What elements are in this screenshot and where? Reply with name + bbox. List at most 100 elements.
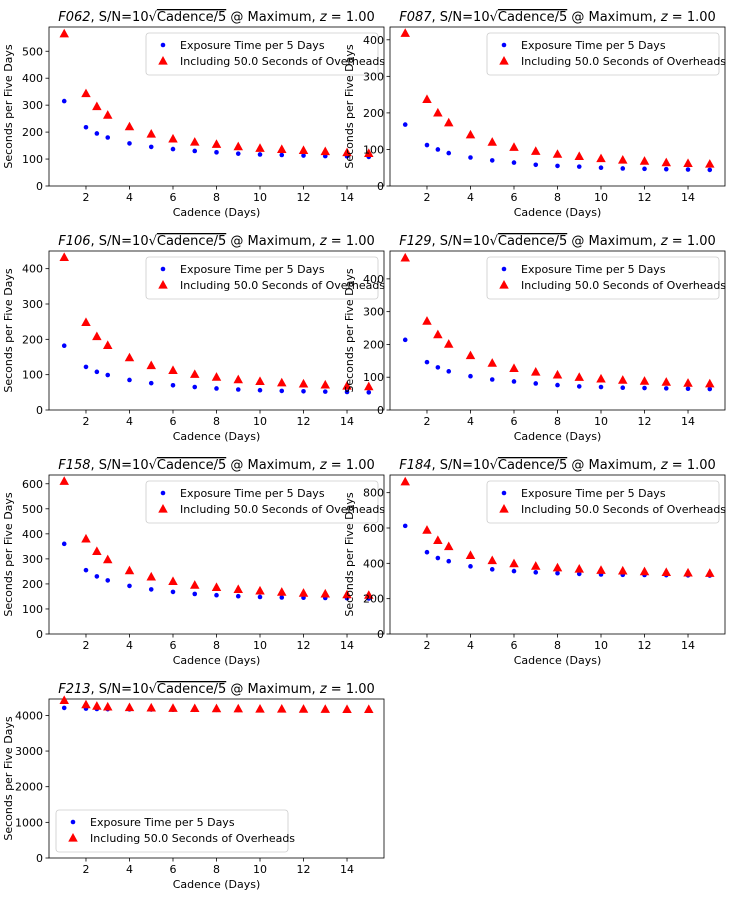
chart-panel-f129: F129, S/N=10√Cadence/5 @ Maximum, z = 1.… [343, 234, 726, 443]
legend: Exposure Time per 5 Days Including 50.0 S… [145, 32, 385, 76]
x-tick-label: 4 [467, 415, 474, 428]
x-tick-label: 2 [423, 415, 430, 428]
chart-title: F158, S/N=10√Cadence/5 @ Maximum, z = 1.… [58, 458, 375, 473]
data-point-exposure [598, 165, 604, 171]
x-tick-label: 10 [594, 639, 608, 652]
data-point-overheads [683, 567, 693, 577]
legend: Exposure Time per 5 Days Including 50.0 S… [55, 809, 295, 853]
data-point-overheads [342, 589, 352, 599]
data-point-exposure [402, 122, 408, 127]
legend-box [486, 256, 720, 300]
legend-box [145, 256, 379, 300]
data-point-exposure [707, 167, 713, 173]
series-with-overheads [59, 695, 374, 714]
data-point-overheads [433, 535, 443, 544]
data-point-overheads [255, 143, 265, 152]
data-point-overheads [168, 365, 178, 375]
data-point-overheads [255, 585, 265, 595]
data-point-overheads [189, 580, 200, 589]
data-point-overheads [443, 541, 454, 551]
data-point-overheads [443, 339, 454, 348]
data-point-overheads [298, 704, 309, 713]
x-tick-label: 8 [213, 415, 220, 428]
data-point-exposure [322, 389, 328, 394]
legend: Exposure Time per 5 Days Including 50.0 S… [145, 480, 385, 524]
y-tick-label: 4000 [15, 709, 43, 722]
y-tick-label: 0 [36, 180, 43, 193]
data-point-overheads [298, 378, 309, 388]
y-axis-label: Seconds per Five Days [343, 268, 356, 393]
series-exposure-time [61, 98, 372, 160]
data-point-overheads [342, 147, 352, 157]
data-point-overheads [255, 703, 265, 713]
data-point-exposure [105, 578, 111, 583]
x-tick-label: 14 [340, 863, 354, 876]
data-point-overheads [574, 563, 585, 573]
data-point-exposure [642, 385, 647, 391]
series-with-overheads [59, 252, 374, 391]
data-point-overheads [146, 360, 156, 370]
data-point-overheads [683, 158, 693, 167]
y-tick-label: 3000 [15, 745, 43, 758]
data-point-exposure [435, 365, 441, 370]
data-point-exposure [257, 387, 263, 393]
data-point-exposure [192, 384, 198, 390]
data-point-overheads [92, 701, 102, 710]
data-point-exposure [127, 141, 132, 146]
data-point-exposure [170, 382, 176, 388]
x-tick-label: 2 [82, 415, 89, 428]
data-point-overheads [59, 695, 69, 705]
x-axis-label: Cadence (Days) [173, 878, 261, 891]
data-point-exposure [235, 593, 241, 599]
data-point-overheads [465, 129, 476, 139]
data-point-overheads [298, 588, 309, 597]
data-point-overheads [92, 546, 102, 555]
legend-label: Exposure Time per 5 Days [521, 263, 666, 276]
data-point-overheads [639, 376, 650, 385]
y-tick-label: 800 [363, 487, 384, 500]
legend-label: Exposure Time per 5 Days [180, 487, 325, 500]
data-point-exposure [105, 372, 111, 378]
data-point-overheads [211, 372, 222, 381]
x-tick-label: 14 [681, 639, 695, 652]
data-point-exposure [707, 386, 713, 392]
y-tick-label: 100 [22, 153, 43, 166]
x-tick-label: 14 [340, 191, 354, 204]
x-tick-label: 4 [467, 639, 474, 652]
x-tick-label: 4 [126, 191, 133, 204]
data-point-exposure [214, 592, 219, 598]
y-axis-label: Seconds per Five Days [2, 44, 15, 169]
y-tick-label: 300 [22, 553, 43, 566]
x-tick-label: 6 [169, 191, 176, 204]
data-point-overheads [102, 554, 113, 564]
x-tick-label: 6 [169, 863, 176, 876]
y-tick-label: 600 [22, 478, 43, 491]
y-tick-label: 0 [36, 628, 43, 641]
data-point-exposure [279, 152, 285, 158]
legend-marker-overheads [68, 833, 78, 842]
data-point-exposure [435, 555, 441, 561]
data-point-overheads [705, 159, 715, 168]
x-tick-label: 8 [554, 639, 561, 652]
x-tick-label: 14 [681, 191, 695, 204]
data-point-exposure [642, 166, 647, 172]
series-with-overheads [59, 476, 374, 599]
data-point-overheads [618, 375, 628, 384]
data-point-overheads [596, 373, 606, 383]
data-point-overheads [661, 157, 672, 167]
data-point-exposure [576, 384, 582, 389]
data-point-overheads [92, 101, 102, 111]
chart-panel-f062: F062, S/N=10√Cadence/5 @ Maximum, z = 1.… [2, 10, 385, 219]
x-tick-label: 10 [594, 191, 608, 204]
data-point-exposure [148, 587, 154, 592]
data-point-exposure [685, 386, 691, 391]
y-tick-label: 500 [22, 503, 43, 516]
y-axis-label: Seconds per Five Days [343, 492, 356, 617]
x-tick-label: 6 [510, 415, 517, 428]
data-point-overheads [146, 571, 156, 581]
data-point-overheads [618, 155, 628, 164]
data-point-exposure [148, 380, 154, 386]
data-point-overheads [298, 145, 309, 155]
data-point-exposure [83, 567, 89, 573]
data-point-overheads [320, 379, 331, 389]
